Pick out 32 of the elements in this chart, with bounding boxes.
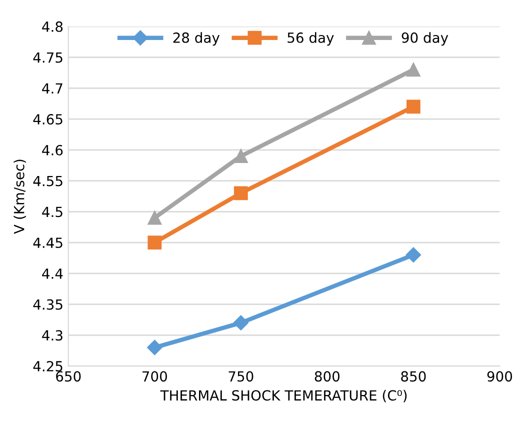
y-tick-label: 4.4 [42, 268, 63, 279]
y-tick-label: 4.7 [42, 83, 62, 94]
x-tick-label: 700 [142, 371, 167, 382]
y-tick-label: 4.35 [33, 299, 62, 310]
point [233, 315, 248, 330]
point [234, 186, 248, 200]
x-tick-label: 750 [228, 371, 254, 382]
point [147, 340, 162, 356]
x-tick-label: 650 [56, 371, 81, 382]
y-tick-label: 4.5 [42, 206, 62, 218]
y-tick-label: 4.8 [42, 21, 63, 32]
legend-label: 56 day [288, 32, 334, 46]
point [406, 100, 420, 114]
y-tick-label: 4.55 [33, 176, 62, 186]
x-tick-label: 900 [487, 371, 512, 382]
y-tick-label: 4.65 [33, 114, 62, 125]
point [406, 247, 422, 262]
point [148, 210, 162, 225]
point [234, 149, 248, 164]
legend-label: 28 day [173, 32, 220, 46]
x-axis-title: THERMAL SHOCK TEMERATURE (C⁰) [160, 390, 407, 402]
y-tick-label: 4.45 [33, 238, 62, 248]
y-tick-label: 4.75 [33, 52, 62, 63]
point [148, 236, 162, 250]
point [406, 62, 420, 77]
x-tick-label: 850 [401, 371, 426, 382]
y-tick-label: 4.25 [33, 361, 62, 372]
y-tick-label: 4.3 [42, 330, 62, 341]
y-axis-title: V (Km/sec) [14, 160, 26, 234]
legend-label: 90 day [402, 32, 448, 46]
x-tick-label: 800 [314, 371, 340, 382]
y-tick-label: 4.6 [42, 144, 63, 156]
